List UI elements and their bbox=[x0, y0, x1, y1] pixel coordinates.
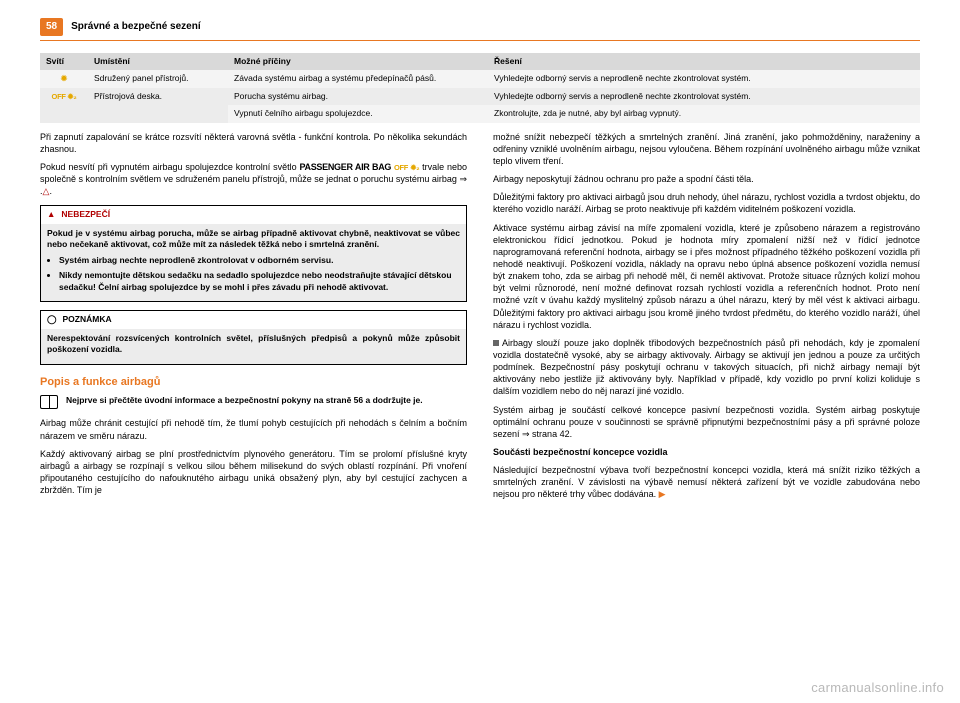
th-icon: Svítí bbox=[40, 53, 88, 70]
table-header-row: Svítí Umístění Možné příčiny Řešení bbox=[40, 53, 920, 70]
text-run: Airbagy slouží pouze jako doplněk třibod… bbox=[493, 338, 920, 397]
text-run: Pokud nesvítí při vypnutém airbagu spolu… bbox=[40, 162, 300, 172]
left-column: Při zapnutí zapalování se krátce rozsvít… bbox=[40, 131, 467, 507]
paragraph: Důležitými faktory pro aktivaci airbagů … bbox=[493, 191, 920, 215]
th-cause: Možné příčiny bbox=[228, 53, 488, 70]
warning-lights-table: Svítí Umístění Možné příčiny Řešení ✹ Sd… bbox=[40, 53, 920, 123]
cell-icon: ✹ bbox=[40, 70, 88, 88]
watermark: carmanualsonline.info bbox=[811, 680, 944, 695]
note-circle-icon: ◯ bbox=[47, 314, 57, 325]
page-number: 58 bbox=[40, 18, 63, 36]
cell-location: Sdružený panel přístrojů. bbox=[88, 70, 228, 88]
cell-cause: Porucha systému airbag. bbox=[228, 88, 488, 105]
manual-page: 58 Správné a bezpečné sezení Svítí Umíst… bbox=[0, 0, 960, 517]
paragraph: Každý aktivovaný airbag se plní prostřed… bbox=[40, 448, 467, 497]
cell-fix: Vyhledejte odborný servis a neprodleně n… bbox=[488, 88, 920, 105]
cell-fix: Zkontrolujte, zda je nutné, aby byl airb… bbox=[488, 105, 920, 122]
airbag-off-icon: OFF ✹₂ bbox=[52, 92, 77, 101]
note-label: POZNÁMKA bbox=[63, 314, 112, 325]
text-run: Nerespektování rozsvícených kontrolních … bbox=[47, 333, 460, 354]
th-fix: Řešení bbox=[488, 53, 920, 70]
paragraph: Pokud nesvítí při vypnutém airbagu spolu… bbox=[40, 161, 467, 197]
text-run: Pokud je v systému airbag porucha, může … bbox=[47, 228, 460, 249]
text-run: Součásti bezpečnostní koncepce vozidla bbox=[493, 447, 668, 457]
note-body: Nerespektování rozsvícených kontrolních … bbox=[41, 329, 466, 364]
danger-label: NEBEZPEČÍ bbox=[61, 209, 110, 220]
paragraph: Následující bezpečnostní výbava tvoří be… bbox=[493, 464, 920, 500]
airbag-off-icon: OFF ✹₂ bbox=[394, 163, 419, 172]
read-first-block: Nejprve si přečtěte úvodní informace a b… bbox=[40, 395, 467, 409]
danger-head: ▲ NEBEZPEČÍ bbox=[41, 206, 466, 223]
table-row: OFF ✹₂ Přístrojová deska. Porucha systém… bbox=[40, 88, 920, 105]
list-item: Nikdy nemontujte dětskou sedačku na seda… bbox=[59, 270, 460, 293]
paragraph: Systém airbag je součástí celkové koncep… bbox=[493, 404, 920, 440]
paragraph: Airbag může chránit cestující při nehodě… bbox=[40, 417, 467, 441]
warning-triangle-icon: △ bbox=[43, 186, 50, 196]
section-heading: Popis a funkce airbagů bbox=[40, 375, 467, 390]
list-item: Systém airbag nechte neprodleně zkontrol… bbox=[59, 255, 460, 266]
paragraph: Aktivace systému airbag závisí na míře z… bbox=[493, 222, 920, 331]
header-divider bbox=[40, 40, 920, 41]
paragraph: Airbagy slouží pouze jako doplněk třibod… bbox=[493, 337, 920, 398]
page-header: 58 Správné a bezpečné sezení bbox=[40, 18, 920, 36]
note-box: ◯ POZNÁMKA Nerespektování rozsvícených k… bbox=[40, 310, 467, 364]
passenger-airbag-label: PASSENGER AIR BAG bbox=[300, 162, 392, 172]
airbag-icon: ✹ bbox=[61, 74, 68, 83]
right-column: možné snížit nebezpečí těžkých a smrteln… bbox=[493, 131, 920, 507]
read-first-text: Nejprve si přečtěte úvodní informace a b… bbox=[66, 395, 423, 406]
danger-body: Pokud je v systému airbag porucha, může … bbox=[41, 224, 466, 301]
book-icon bbox=[40, 395, 58, 409]
cell-cause: Závada systému airbag a systému předepín… bbox=[228, 70, 488, 88]
note-text: Nerespektování rozsvícených kontrolních … bbox=[47, 333, 460, 356]
square-bullet-icon bbox=[493, 340, 499, 346]
sub-heading: Součásti bezpečnostní koncepce vozidla bbox=[493, 446, 920, 458]
note-head: ◯ POZNÁMKA bbox=[41, 311, 466, 328]
warning-triangle-icon: ▲ bbox=[47, 209, 55, 220]
table-row: ✹ Sdružený panel přístrojů. Závada systé… bbox=[40, 70, 920, 88]
page-title: Správné a bezpečné sezení bbox=[71, 20, 201, 34]
paragraph: možné snížit nebezpečí těžkých a smrteln… bbox=[493, 131, 920, 167]
continue-arrow-icon: ▶ bbox=[659, 489, 666, 499]
danger-box: ▲ NEBEZPEČÍ Pokud je v systému airbag po… bbox=[40, 205, 467, 302]
text-run: Následující bezpečnostní výbava tvoří be… bbox=[493, 465, 920, 499]
paragraph: Airbagy neposkytují žádnou ochranu pro p… bbox=[493, 173, 920, 185]
paragraph: Při zapnutí zapalování se krátce rozsvít… bbox=[40, 131, 467, 155]
danger-list: Systém airbag nechte neprodleně zkontrol… bbox=[47, 255, 460, 293]
cell-cause: Vypnutí čelního airbagu spolujezdce. bbox=[228, 105, 488, 122]
th-location: Umístění bbox=[88, 53, 228, 70]
cell-location: Přístrojová deska. bbox=[88, 88, 228, 123]
text-run: Nikdy nemontujte dětskou sedačku na seda… bbox=[59, 270, 452, 291]
content-columns: Při zapnutí zapalování se krátce rozsvít… bbox=[40, 131, 920, 507]
cell-fix: Vyhledejte odborný servis a neprodleně n… bbox=[488, 70, 920, 88]
danger-lead: Pokud je v systému airbag porucha, může … bbox=[47, 228, 460, 251]
cell-icon: OFF ✹₂ bbox=[40, 88, 88, 123]
text-run: Systém airbag nechte neprodleně zkontrol… bbox=[59, 255, 333, 265]
